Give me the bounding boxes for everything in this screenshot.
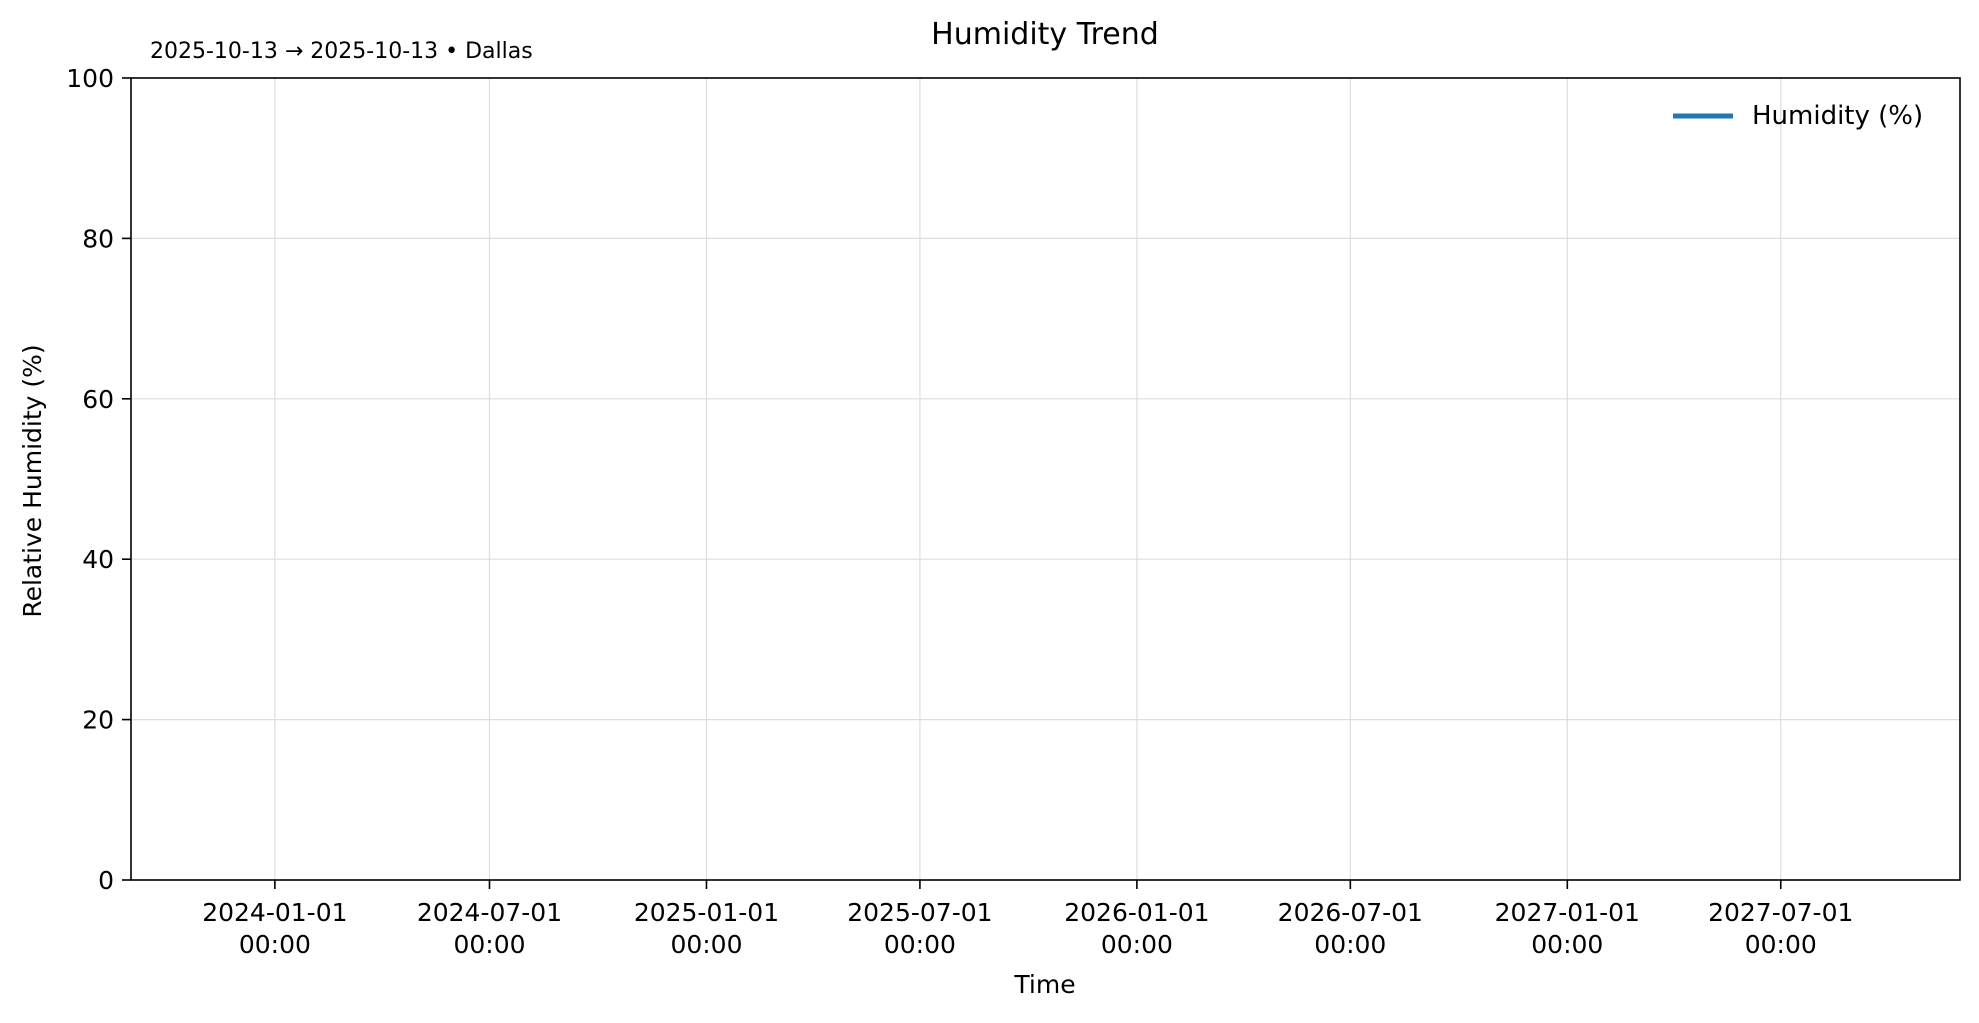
legend-label-humidity: Humidity (%) [1752,101,1923,131]
x-tick-label-date: 2025-07-01 [847,898,992,927]
x-tick-label-date: 2024-07-01 [417,898,562,927]
y-tick-label: 60 [82,385,114,414]
x-tick-label-time: 00:00 [1745,930,1817,959]
x-tick-label-time: 00:00 [1531,930,1603,959]
y-tick-label: 20 [82,706,114,735]
x-axis-ticks: 2024-01-01 00:00 2024-07-01 00:00 2025-01-01… [202,880,1853,959]
x-tick-label-date: 2025-01-01 [634,898,779,927]
x-tick-label-date: 2024-01-01 [202,898,347,927]
x-tick-label-date: 2026-01-01 [1064,898,1209,927]
grid-layer [131,78,1960,880]
y-tick-label: 0 [98,866,114,895]
x-tick-label-time: 00:00 [453,930,525,959]
x-tick-label-time: 00:00 [884,930,956,959]
x-tick-label-date: 2027-07-01 [1708,898,1853,927]
y-axis-label: Relative Humidity (%) [18,344,47,617]
x-tick-label-date: 2026-07-01 [1278,898,1423,927]
chart-subtitle: 2025-10-13 → 2025-10-13 • Dallas [150,39,533,64]
x-tick-label-time: 00:00 [1314,930,1386,959]
y-tick-label: 100 [66,64,114,93]
y-tick-label: 40 [82,545,114,574]
x-tick-label-time: 00:00 [239,930,311,959]
x-tick-label-time: 00:00 [1101,930,1173,959]
y-tick-label: 80 [82,224,114,253]
x-axis-label: Time [1013,970,1075,999]
y-axis-ticks: 0 20 40 60 80 100 [66,64,131,895]
chart-title: Humidity Trend [931,17,1159,52]
legend: Humidity (%) [1673,101,1923,131]
plot-frame [130,77,1961,881]
x-tick-label-date: 2027-01-01 [1495,898,1640,927]
x-tick-label-time: 00:00 [670,930,742,959]
